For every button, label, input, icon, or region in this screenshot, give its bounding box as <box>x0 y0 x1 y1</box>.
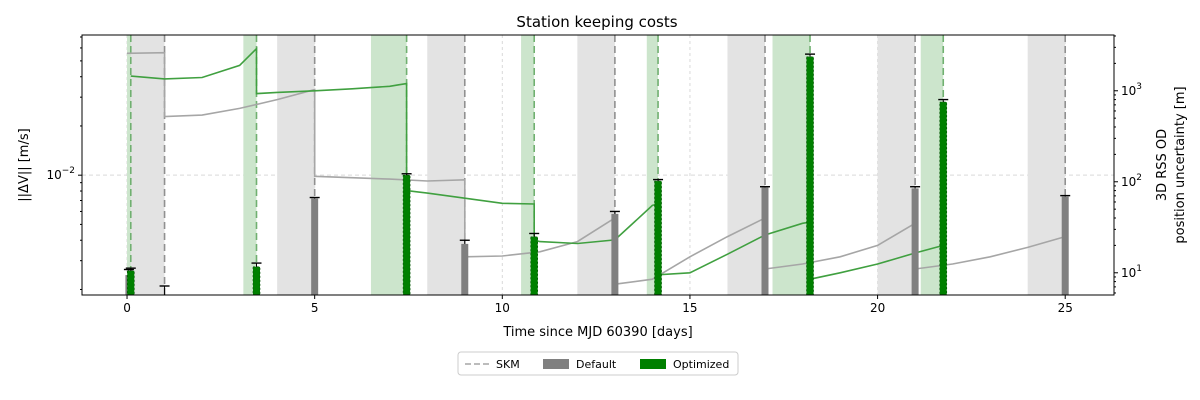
x-tick-label: 20 <box>870 301 885 315</box>
y-tick-label: 10−2 <box>46 166 75 182</box>
legend-label-default: Default <box>576 358 617 371</box>
bar-default <box>461 243 469 295</box>
bars <box>123 53 1071 295</box>
x-tick-label: 0 <box>123 301 131 315</box>
bar-optimized <box>654 180 662 295</box>
y2-axis: 101 102 103 <box>1114 35 1142 294</box>
optimized-tracking-span <box>646 35 659 295</box>
y2-axis-label: 3D RSS OD position uncertainty [m] <box>1155 86 1188 243</box>
tracking-windows <box>127 35 1066 295</box>
bar-default <box>311 198 319 295</box>
bar-optimized <box>126 270 135 295</box>
bar-default <box>1061 196 1069 295</box>
optimized-tracking-span <box>370 35 407 295</box>
legend-label-skm: SKM <box>496 358 520 371</box>
bar-optimized <box>252 266 261 295</box>
optimized-tracking-span <box>127 35 131 295</box>
x-tick-label: 25 <box>1058 301 1073 315</box>
bar-optimized <box>939 101 948 295</box>
optimized-tracking-span <box>243 35 257 295</box>
x-tick-label: 15 <box>682 301 697 315</box>
bar-default <box>911 188 919 295</box>
y-axis: 10−2 <box>46 36 82 290</box>
y2-axis-label-line-2: position uncertainty [m] <box>1173 86 1188 243</box>
bar-default <box>611 213 619 295</box>
default-tracking-span <box>277 35 315 295</box>
chart-title: Station keeping costs <box>516 13 677 31</box>
default-tracking-span <box>877 35 916 295</box>
y2-tick-label: 102 <box>1121 173 1142 189</box>
bar-optimized <box>402 174 411 295</box>
legend-item-default: Default <box>543 358 617 371</box>
plot-area <box>81 34 1115 296</box>
default-legend-patch <box>543 359 569 369</box>
bar-default <box>761 187 769 295</box>
default-tracking-span <box>127 35 165 295</box>
legend-item-optimized: Optimized <box>640 358 729 371</box>
x-tick-label: 5 <box>311 301 319 315</box>
legend-item-skm: SKM <box>465 358 520 371</box>
optimized-legend-patch <box>640 359 666 369</box>
optimized-tracking-span <box>521 35 535 295</box>
x-axis: 0 5 10 15 20 25 <box>123 295 1073 315</box>
optimized-tracking-span <box>920 35 944 295</box>
legend-label-optimized: Optimized <box>673 358 729 371</box>
bar-optimized <box>530 236 539 295</box>
plot-frame <box>81 34 1115 296</box>
bar-optimized <box>806 56 814 295</box>
default-tracking-span <box>1027 35 1066 295</box>
y-axis-label: ||ΔV|| [m/s] <box>17 128 32 201</box>
legend-frame <box>457 351 739 376</box>
x-axis-label: Time since MJD 60390 [days] <box>502 325 692 340</box>
default-tracking-span <box>577 35 615 295</box>
y2-axis-label-line-1: 3D RSS OD <box>1155 129 1170 201</box>
default-tracking-span <box>727 35 765 295</box>
default-tracking-span <box>427 35 465 295</box>
legend: SKM Default Optimized <box>457 351 739 376</box>
y2-tick-label: 103 <box>1121 82 1142 98</box>
y2-tick-label: 101 <box>1121 264 1142 280</box>
x-tick-label: 10 <box>495 301 510 315</box>
optimized-tracking-span <box>772 35 811 295</box>
